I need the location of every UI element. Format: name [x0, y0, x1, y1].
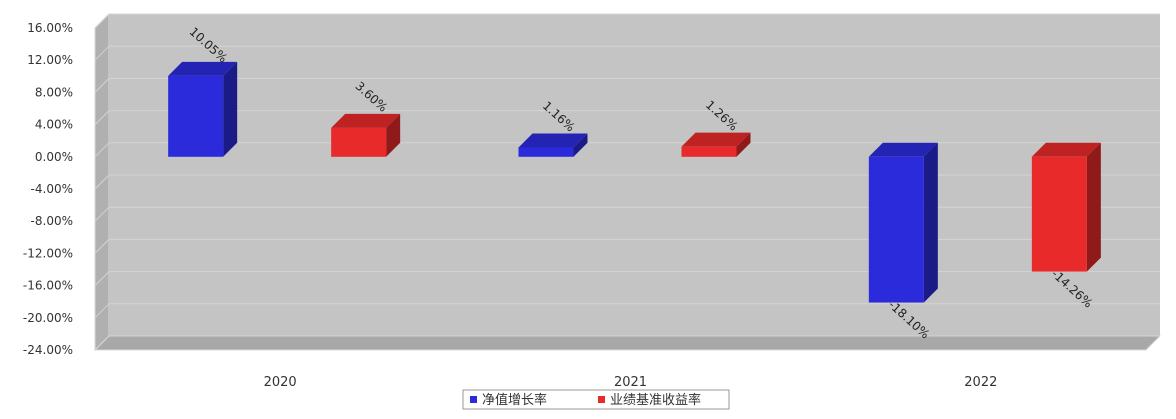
y-tick-label: -8.00%	[31, 214, 73, 228]
bar-side-face	[923, 142, 938, 303]
y-tick-label: -24.00%	[23, 343, 73, 357]
y-tick-label: 0.00%	[35, 150, 73, 164]
bar-top-face	[518, 133, 588, 148]
bar-top-face	[1031, 142, 1101, 157]
y-tick-label: 16.00%	[27, 21, 73, 35]
gridline-wall	[94, 13, 110, 29]
y-tick-label: -12.00%	[23, 246, 73, 260]
bar	[518, 147, 574, 157]
plot-floor	[93, 335, 1162, 351]
gridline-wall	[94, 174, 110, 190]
y-tick-label: 4.00%	[35, 118, 73, 132]
gridline-wall	[94, 78, 110, 93]
bar-side-face	[223, 61, 238, 157]
legend-swatch	[598, 396, 605, 403]
bar-top-face	[331, 113, 401, 128]
bar	[1031, 156, 1087, 272]
bar	[868, 156, 924, 303]
bar	[331, 127, 387, 157]
x-tick-label: 2021	[614, 375, 647, 390]
bar-side-face	[1086, 142, 1101, 272]
gridline-wall	[94, 206, 110, 222]
bar-side-face	[736, 132, 751, 157]
bar-side-face	[573, 133, 588, 157]
bar-top-face	[681, 132, 751, 147]
y-tick-label: -20.00%	[23, 311, 73, 325]
gridline-wall	[94, 239, 110, 254]
gridline-wall	[94, 335, 110, 351]
legend-label: 净值增长率	[482, 392, 547, 408]
y-tick-label: -16.00%	[23, 279, 73, 293]
gridline-wall	[94, 271, 110, 286]
bar	[168, 75, 224, 157]
bar-top-face	[168, 61, 238, 76]
gridline-wall	[94, 303, 110, 319]
bar-top-face	[868, 142, 938, 157]
x-tick-label: 2020	[264, 375, 297, 390]
legend-label: 业绩基准收益率	[610, 392, 701, 408]
y-tick-label: -4.00%	[31, 182, 73, 196]
legend-swatch	[470, 396, 477, 403]
gridline-wall	[94, 110, 110, 125]
gridline-wall	[94, 45, 110, 61]
y-tick-label: 12.00%	[27, 53, 73, 67]
y-tick-label: 8.00%	[35, 85, 73, 99]
bar	[681, 146, 737, 157]
x-tick-label: 2022	[964, 375, 997, 390]
bar-side-face	[386, 113, 401, 157]
gridline-wall	[94, 142, 110, 158]
legend-box	[462, 389, 730, 410]
